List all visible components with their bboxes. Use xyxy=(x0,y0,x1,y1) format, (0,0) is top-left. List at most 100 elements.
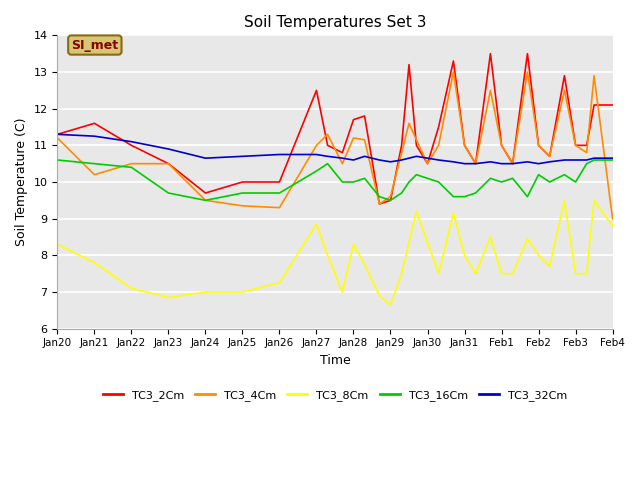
Line: TC3_32Cm: TC3_32Cm xyxy=(58,134,612,164)
TC3_8Cm xyxy=(312,221,320,227)
TC3_16Cm xyxy=(435,179,442,185)
Line: TC3_2Cm: TC3_2Cm xyxy=(58,54,612,204)
TC3_2Cm xyxy=(339,150,346,156)
TC3_2Cm xyxy=(486,51,494,57)
TC3_8Cm xyxy=(486,234,494,240)
TC3_32Cm xyxy=(339,156,346,161)
TC3_2Cm xyxy=(524,51,531,57)
TC3_4Cm xyxy=(546,154,554,159)
TC3_4Cm xyxy=(498,143,506,148)
TC3_32Cm xyxy=(546,159,554,165)
Line: TC3_4Cm: TC3_4Cm xyxy=(58,72,612,219)
TC3_16Cm xyxy=(583,161,591,167)
TC3_2Cm xyxy=(361,113,369,119)
TC3_8Cm xyxy=(361,262,369,267)
TC3_8Cm xyxy=(546,264,554,269)
TC3_16Cm xyxy=(413,172,420,178)
TC3_8Cm xyxy=(498,271,506,276)
TC3_8Cm xyxy=(339,289,346,295)
TC3_4Cm xyxy=(164,161,172,167)
TC3_2Cm xyxy=(590,102,598,108)
TC3_32Cm xyxy=(524,159,531,165)
TC3_16Cm xyxy=(509,176,516,181)
TC3_32Cm xyxy=(387,159,394,165)
Line: TC3_16Cm: TC3_16Cm xyxy=(58,160,612,200)
TC3_16Cm xyxy=(339,179,346,185)
TC3_2Cm xyxy=(376,201,383,207)
TC3_4Cm xyxy=(398,150,406,156)
TC3_4Cm xyxy=(405,120,413,126)
Y-axis label: Soil Temperature (C): Soil Temperature (C) xyxy=(15,118,28,246)
TC3_16Cm xyxy=(276,190,284,196)
TC3_4Cm xyxy=(312,143,320,148)
TC3_2Cm xyxy=(572,143,579,148)
TC3_4Cm xyxy=(202,197,209,203)
TC3_2Cm xyxy=(387,197,394,203)
TC3_4Cm xyxy=(561,87,568,93)
TC3_32Cm xyxy=(164,146,172,152)
TC3_32Cm xyxy=(127,139,135,144)
TC3_16Cm xyxy=(498,179,506,185)
X-axis label: Time: Time xyxy=(319,354,350,367)
TC3_16Cm xyxy=(324,161,332,167)
TC3_16Cm xyxy=(127,165,135,170)
TC3_2Cm xyxy=(54,132,61,137)
TC3_4Cm xyxy=(435,143,442,148)
TC3_4Cm xyxy=(509,161,516,167)
TC3_2Cm xyxy=(239,179,246,185)
TC3_16Cm xyxy=(609,157,616,163)
TC3_16Cm xyxy=(524,194,531,200)
TC3_32Cm xyxy=(239,154,246,159)
TC3_16Cm xyxy=(387,197,394,203)
TC3_4Cm xyxy=(609,216,616,222)
TC3_32Cm xyxy=(91,133,99,139)
TC3_32Cm xyxy=(472,161,479,167)
TC3_16Cm xyxy=(376,194,383,200)
TC3_32Cm xyxy=(424,156,431,161)
TC3_2Cm xyxy=(349,117,357,122)
TC3_16Cm xyxy=(424,176,431,181)
TC3_8Cm xyxy=(349,241,357,247)
TC3_8Cm xyxy=(449,210,457,216)
TC3_8Cm xyxy=(239,289,246,295)
Line: TC3_8Cm: TC3_8Cm xyxy=(58,200,612,305)
TC3_4Cm xyxy=(127,161,135,167)
TC3_16Cm xyxy=(202,197,209,203)
TC3_32Cm xyxy=(509,161,516,167)
TC3_8Cm xyxy=(609,223,616,229)
TC3_32Cm xyxy=(202,156,209,161)
TC3_2Cm xyxy=(424,161,431,167)
TC3_32Cm xyxy=(590,156,598,161)
TC3_8Cm xyxy=(435,271,442,276)
TC3_8Cm xyxy=(509,271,516,276)
TC3_4Cm xyxy=(524,69,531,75)
TC3_8Cm xyxy=(524,236,531,242)
TC3_16Cm xyxy=(572,179,579,185)
TC3_2Cm xyxy=(413,143,420,148)
TC3_2Cm xyxy=(202,190,209,196)
TC3_16Cm xyxy=(561,172,568,178)
TC3_2Cm xyxy=(449,58,457,64)
TC3_16Cm xyxy=(449,194,457,200)
TC3_4Cm xyxy=(239,203,246,209)
TC3_4Cm xyxy=(590,73,598,79)
TC3_8Cm xyxy=(276,280,284,286)
Text: SI_met: SI_met xyxy=(71,38,118,51)
TC3_8Cm xyxy=(127,286,135,291)
TC3_4Cm xyxy=(461,143,468,148)
TC3_8Cm xyxy=(534,252,542,258)
TC3_4Cm xyxy=(486,87,494,93)
TC3_32Cm xyxy=(405,156,413,161)
TC3_32Cm xyxy=(498,161,506,167)
TC3_8Cm xyxy=(91,260,99,265)
TC3_4Cm xyxy=(424,161,431,167)
TC3_2Cm xyxy=(405,62,413,68)
TC3_2Cm xyxy=(127,143,135,148)
TC3_8Cm xyxy=(472,271,479,276)
TC3_2Cm xyxy=(276,179,284,185)
TC3_4Cm xyxy=(572,143,579,148)
TC3_2Cm xyxy=(498,143,506,148)
TC3_32Cm xyxy=(276,152,284,157)
TC3_16Cm xyxy=(361,176,369,181)
TC3_32Cm xyxy=(449,159,457,165)
